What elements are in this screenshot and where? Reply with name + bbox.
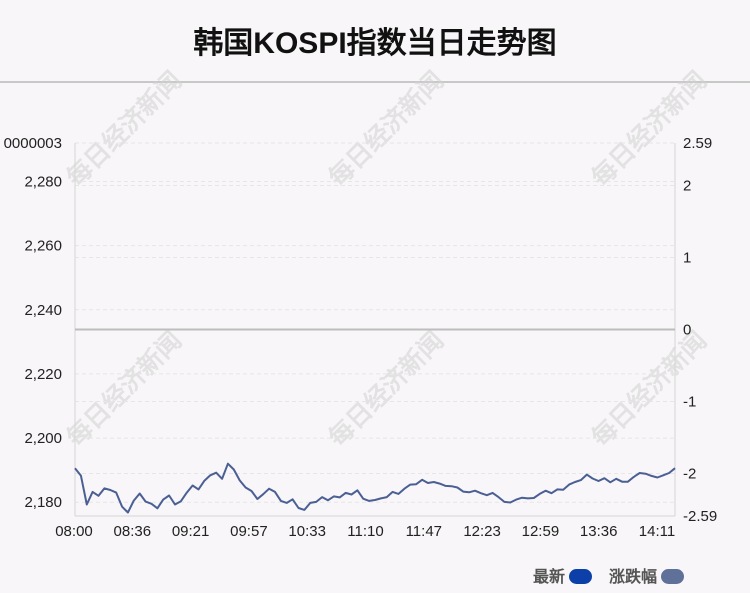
x-axis-tick-label: 10:33: [288, 523, 326, 540]
watermark: 每日经济新闻: [323, 326, 450, 453]
watermark: 每日经济新闻: [586, 326, 713, 453]
x-axis-tick-label: 14:11: [639, 523, 675, 540]
x-axis-tick-label: 13:36: [580, 523, 618, 540]
left-axis-tick-label: 2,180: [24, 494, 62, 511]
legend-swatch-change: [661, 569, 685, 584]
left-axis-tick-label: 2,280: [24, 173, 62, 190]
watermark-layer: 每日经济新闻 每日经济新闻 每日经济新闻 每日经济新闻 每日经济新闻 每日经济新…: [61, 66, 713, 453]
right-axis-tick-label: -2.59: [683, 508, 717, 525]
watermark: 每日经济新闻: [61, 326, 188, 453]
x-axis-tick-label: 11:47: [406, 523, 442, 540]
axes: [74, 143, 676, 517]
left-axis-top-label: 0000003: [4, 135, 62, 152]
left-axis-tick-label: 2,240: [24, 302, 62, 319]
left-axis-labels: 0000003 2,280 2,260 2,240 2,220 2,200 2,180: [4, 135, 62, 511]
x-axis-tick-label: 12:23: [463, 523, 501, 540]
watermark: 每日经济新闻: [61, 66, 188, 193]
right-axis-tick-label: -2: [683, 466, 696, 483]
x-axis-tick-label: 11:10: [347, 523, 383, 540]
watermark: 每日经济新闻: [323, 66, 450, 193]
right-axis-tick-label: -1: [683, 394, 696, 411]
right-axis-tick-label: 2: [683, 177, 691, 194]
legend-swatch-latest: [569, 569, 593, 584]
gridlines: [75, 142, 675, 517]
x-axis-tick-label: 08:36: [114, 523, 152, 540]
series-layer: [74, 462, 676, 514]
legend-item-latest: 最新: [533, 563, 593, 587]
legend-label-change: 涨跌幅: [609, 569, 658, 586]
right-axis-labels: 2.59 2 1 0 -1 -2 -2.59: [683, 135, 717, 525]
x-axis-labels: 08:00 08:36 09:21 09:57 10:33 11:10 11:47 12:23…: [55, 523, 675, 540]
legend-item-change: 涨跌幅: [609, 563, 685, 587]
right-axis-tick-label: 0: [683, 322, 691, 339]
watermark: 每日经济新闻: [586, 66, 713, 193]
x-axis-tick-label: 09:21: [172, 523, 210, 540]
x-axis-tick-label: 12:59: [522, 523, 560, 540]
right-axis-tick-label: 2.59: [683, 135, 712, 152]
chart-title: 韩国KOSPI指数当日走势图: [193, 27, 557, 60]
left-axis-tick-label: 2,200: [24, 430, 62, 447]
x-axis-tick-label: 08:00: [55, 523, 93, 540]
left-axis-tick-label: 2,260: [24, 238, 62, 255]
series-line-latest: [74, 462, 676, 514]
x-axis-tick-label: 09:57: [230, 523, 268, 540]
title-divider: [0, 81, 750, 83]
left-axis-tick-label: 2,220: [24, 366, 62, 383]
legend-label-latest: 最新: [533, 569, 566, 586]
right-axis-tick-label: 1: [683, 249, 691, 266]
